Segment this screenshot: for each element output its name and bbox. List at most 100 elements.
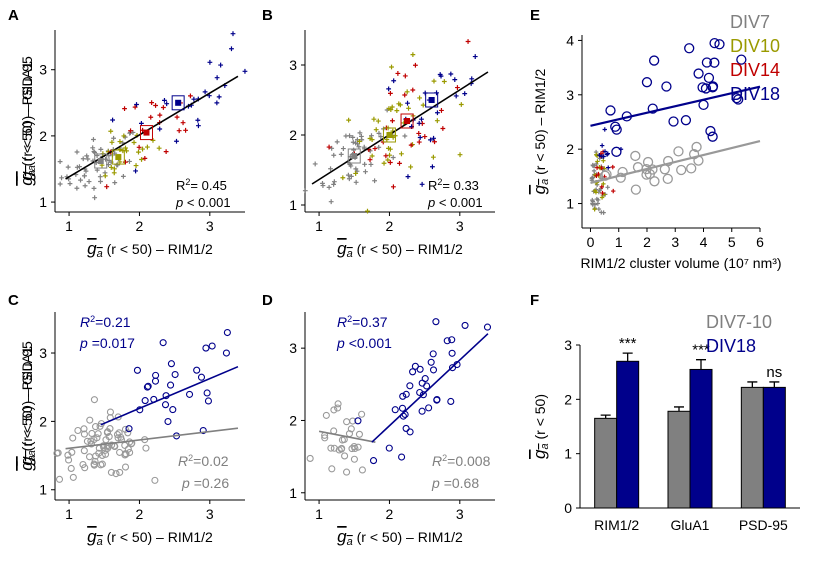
panel-a-mean-div18 <box>175 99 182 106</box>
panel-e-circle-div18 <box>700 83 712 94</box>
panel-b-point-div18 <box>419 116 424 122</box>
panel-c-y-tick-label: 2 <box>39 413 47 429</box>
panel-a-point-div7 <box>78 177 83 183</box>
panel-c-point-div7-10 <box>142 444 150 452</box>
panel-b-point-div14 <box>455 85 460 90</box>
panel-b-point-div7 <box>368 162 374 167</box>
panel-c-point-div7-10 <box>101 450 110 458</box>
panel-d-y-tick-label: 2 <box>289 412 297 428</box>
panel-c-point-div7-10 <box>65 456 73 464</box>
panel-a-mean-div7 <box>97 158 104 165</box>
panel-b-point-div14 <box>440 126 446 131</box>
panel-a-point-div7 <box>127 130 133 136</box>
panel-c-r2-gray: R2=0.02 <box>178 453 229 469</box>
panel-d-point-div7-10 <box>350 455 358 463</box>
panel-c-r2-blue: R2=0.21 <box>80 314 131 330</box>
panel-c-x-label: ga (r < 50) – RIM1/2 <box>87 527 213 548</box>
panel-e-cross-div7 <box>594 196 600 202</box>
panel-d-x-tick-label: 3 <box>456 506 464 522</box>
panel-c-point-div7-10 <box>74 426 82 435</box>
panel-b-mean-errorbox-div10 <box>382 127 396 143</box>
panel-b-point-div7 <box>328 199 334 205</box>
panel-e-circle-div18 <box>641 77 653 88</box>
panel-d-y-tick-label: 3 <box>289 340 297 356</box>
panel-e-x-tick-label: 0 <box>587 234 595 250</box>
panel-b-point-div14 <box>465 39 471 44</box>
panel-a-point-div7 <box>106 153 112 159</box>
panel-a-point-div7 <box>85 156 91 162</box>
panel-d-point-div18 <box>448 336 456 344</box>
panel-b-point-div7 <box>376 144 382 150</box>
panel-a-point-div7 <box>74 164 80 170</box>
panel-c-point-div7-10 <box>79 460 87 469</box>
panel-c-point-div7-10 <box>106 408 114 416</box>
panel-e-circle-div7-10 <box>630 150 641 162</box>
panel-d-point-div18 <box>483 323 492 331</box>
panel-a-x-label: ga (r < 50) – RIM1/2 <box>87 239 213 260</box>
panel-b-point-div10 <box>389 104 395 110</box>
panel-d-point-div18 <box>461 321 469 329</box>
panel-e-circle-div18 <box>733 94 744 105</box>
panel-c-point-div18 <box>143 383 151 391</box>
panel-b-point-div7 <box>328 166 333 172</box>
panel-label-d: D <box>262 292 273 309</box>
panel-c-point-div18 <box>222 349 230 357</box>
panel-b-mean-div10 <box>386 132 393 138</box>
panel-d-point-div7-10 <box>354 443 362 451</box>
panel-e-circle-div18 <box>731 92 742 104</box>
panel-e-circle-div18 <box>661 81 672 92</box>
panel-d-point-div18 <box>447 397 455 405</box>
panel-d-r2-blue: R2=0.37 <box>337 314 388 330</box>
panel-c-point-div7-10 <box>151 476 159 484</box>
panel-b-point-div7 <box>353 166 359 172</box>
panel-b-point-div10 <box>458 102 464 107</box>
panel-f-significance: ns <box>766 364 782 381</box>
panel-a-x-tick-label: 2 <box>136 218 144 234</box>
panel-b-point-div14 <box>416 139 422 145</box>
panel-e-circle-div7-10 <box>617 166 628 178</box>
panel-b-point-div7 <box>350 139 356 145</box>
panel-e-circle-div7-10 <box>686 163 697 174</box>
panel-e-circle-div7-10 <box>662 173 673 185</box>
panel-b-point-div10 <box>420 102 426 108</box>
panel-e-cross-div10 <box>599 195 605 200</box>
panel-a-point-div18 <box>230 31 236 37</box>
panel-a-point-div10 <box>123 145 128 151</box>
panel-d-point-div18 <box>433 396 441 404</box>
panel-b-point-div14 <box>372 146 378 151</box>
panel-e-cross-div14 <box>596 171 601 177</box>
panel-b-point-div10 <box>387 152 392 158</box>
panel-c-point-div7-10 <box>80 430 88 438</box>
panel-e-cross-div14 <box>599 165 604 171</box>
panel-e-circle-div18 <box>701 57 713 68</box>
panel-e-x-tick-label: 2 <box>643 234 651 250</box>
panel-b-mean-div14 <box>404 118 411 124</box>
panel-d-point-div18 <box>406 382 414 390</box>
panel-b-point-div14 <box>416 131 422 136</box>
panel-e-circle-div18 <box>693 68 704 79</box>
panel-c-point-div18 <box>208 342 216 350</box>
panel-a-y-tick-label: 1 <box>39 194 47 210</box>
panel-d-fit-line-blue <box>371 333 489 443</box>
panel-c-point-div7-10 <box>87 440 95 448</box>
panel-b-point-div7 <box>369 133 374 139</box>
panel-b-point-div18 <box>417 135 423 140</box>
panel-d-point-div18 <box>423 382 431 390</box>
panel-b-point-div14 <box>410 87 416 93</box>
panel-a-mean-errorbox-div18 <box>171 95 185 111</box>
panel-b-point-div14 <box>367 157 373 163</box>
panel-a-point-div7 <box>84 153 90 159</box>
panel-a-point-div14 <box>104 184 110 190</box>
panel-f-bar-chart: 0 1 2 3 *** RIM1/2 *** GluA1 ns PSD-95 ga (r < 50) <box>530 335 800 533</box>
panel-e-cross-div18 <box>604 152 610 157</box>
panel-e-circle-div18 <box>736 54 747 65</box>
panel-f-y-tick-label: 1 <box>564 446 572 462</box>
panel-a-point-div10 <box>139 157 144 162</box>
panel-a-point-div18 <box>216 94 222 100</box>
panel-c-point-div18 <box>197 373 206 381</box>
panel-e-circle-div18 <box>684 43 695 54</box>
panel-c-point-div7-10 <box>94 430 102 438</box>
